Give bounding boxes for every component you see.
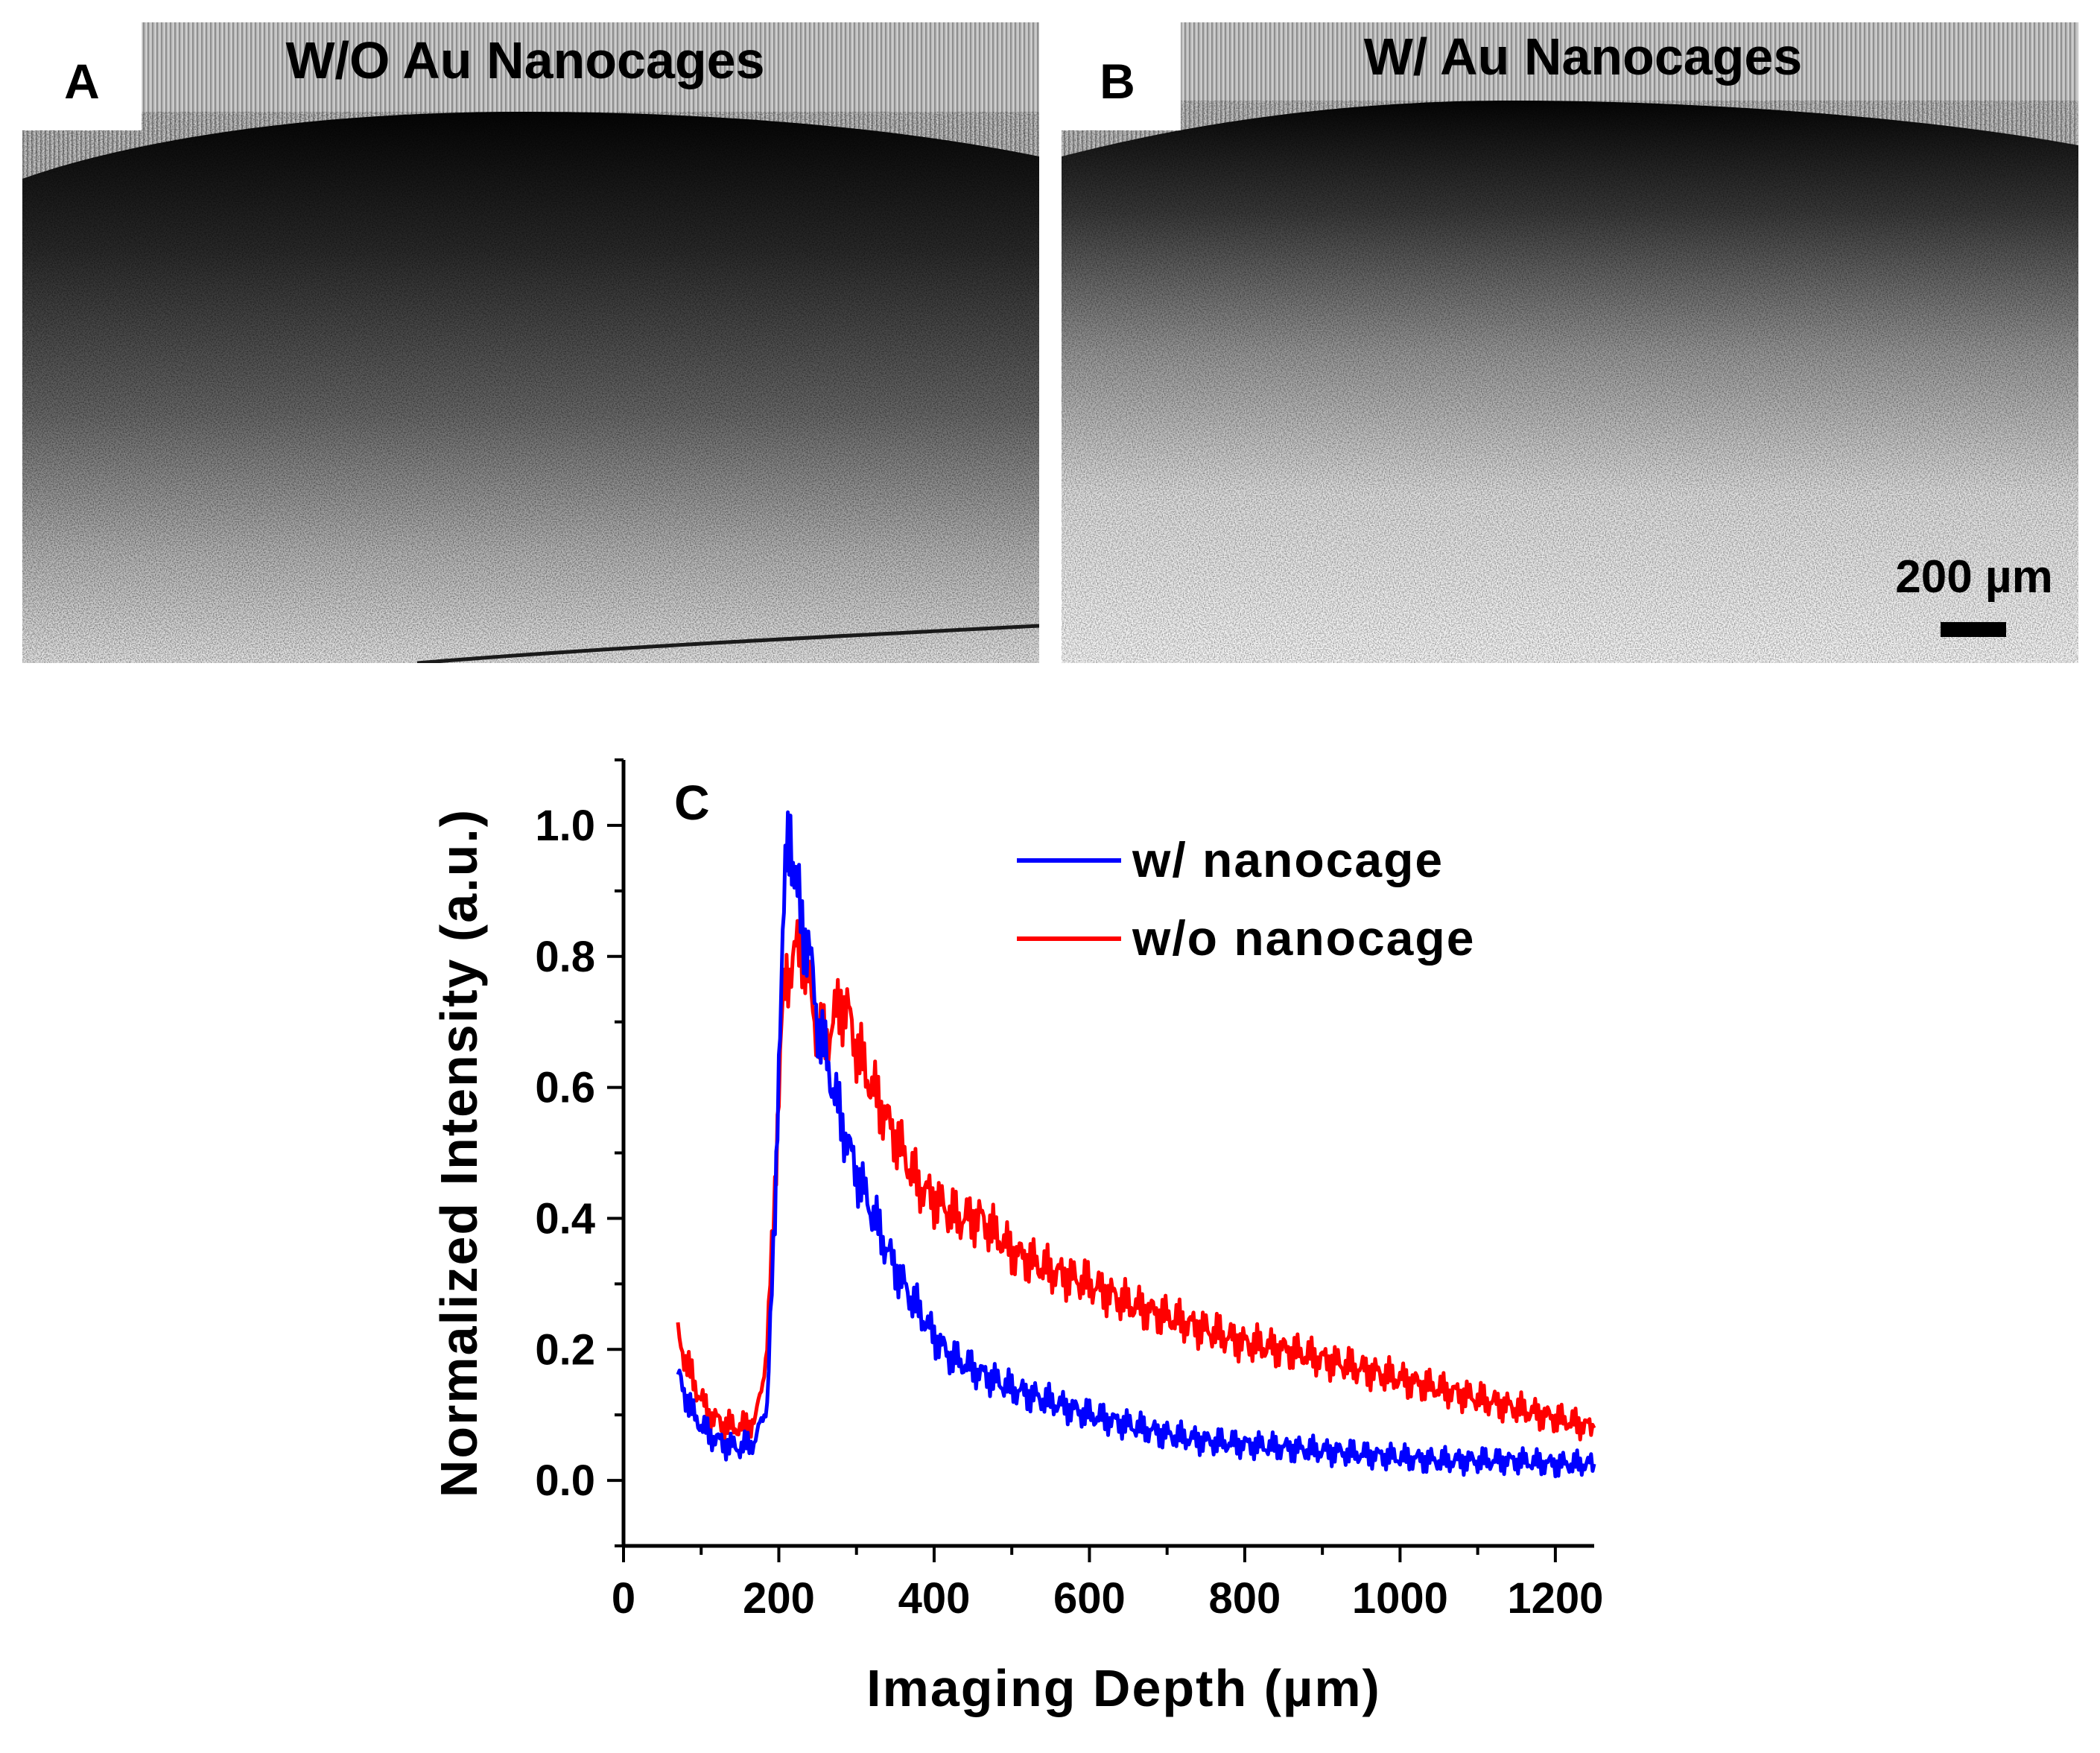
panel-c-letter: C (674, 775, 710, 830)
y-tick-label: 0.2 (535, 1325, 595, 1374)
y-tick-label: 0.6 (535, 1064, 595, 1112)
y-tick-label: 1.0 (535, 802, 595, 850)
x-tick-label: 600 (1053, 1574, 1126, 1623)
legend-label-w-nanocage: w/ nanocage (1132, 832, 1444, 887)
panel-a-letter-box (22, 22, 142, 130)
x-tick-label: 800 (1209, 1574, 1281, 1623)
x-tick-label: 200 (743, 1574, 815, 1623)
panel-b-title: W/ Au Nanocages (1364, 28, 1803, 86)
panel-b: B W/ Au Nanocages 200 µm (1062, 22, 2078, 663)
x-tick-label: 0 (612, 1574, 635, 1623)
x-axis-label: Imaging Depth (µm) (866, 1659, 1381, 1717)
panel-a: A W/O Au Nanocages (22, 22, 1039, 663)
panel-a-letter: A (64, 54, 100, 109)
scale-bar-label: 200 µm (1895, 551, 2053, 603)
y-tick-label: 0.8 (535, 933, 595, 981)
panel-a-bottom-boundary (416, 624, 1039, 663)
y-axis-label: Normalized Intensity (a.u.) (430, 808, 488, 1497)
panel-b-letter-box (1062, 22, 1181, 130)
legend-label-wo-nanocage: w/o nanocage (1132, 910, 1475, 966)
scale-bar (1941, 622, 2006, 637)
panel-a-speckle (22, 112, 1039, 663)
chart-c: 0 200 400 600 800 1000 1200 0.0 0.2 0.4 0.6 0.8 1.0 I… (430, 758, 1603, 1717)
x-tick-label: 1000 (1352, 1574, 1448, 1623)
y-tick-label: 0.4 (535, 1194, 595, 1243)
series-line-w-nanocage (676, 810, 1596, 1479)
x-tick-label: 1200 (1507, 1574, 1603, 1623)
panel-a-title: W/O Au Nanocages (285, 31, 764, 89)
x-tick-label: 400 (898, 1574, 971, 1623)
panel-b-speckle (1062, 101, 2078, 663)
y-tick-label: 0.0 (535, 1456, 595, 1505)
panel-b-letter: B (1100, 54, 1135, 109)
